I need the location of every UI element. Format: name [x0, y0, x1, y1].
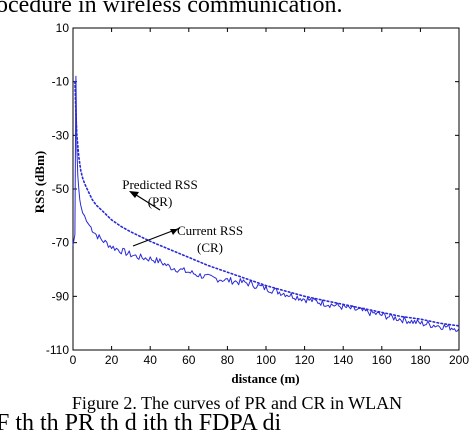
y-tick-label: -90: [52, 289, 70, 303]
x-tick-label: 0: [70, 353, 77, 367]
series-layer: [72, 75, 460, 332]
annotation-arrows: [129, 191, 181, 247]
x-tick-label: 60: [182, 353, 196, 367]
x-tick-label: 40: [144, 353, 158, 367]
cr-annotation: Current RSS (CR): [170, 222, 250, 256]
y-tick-label: -10: [52, 75, 70, 89]
pr-annotation: Predicted RSS (PR): [113, 176, 207, 210]
pr-arrow-head: [129, 191, 139, 198]
y-tick-label: -30: [52, 128, 70, 142]
x-tick-label: 80: [221, 353, 235, 367]
x-tick-label: 140: [333, 353, 353, 367]
x-tick-label: 100: [256, 353, 276, 367]
cr-annotation-line2: (CR): [197, 240, 223, 255]
y-tick-label: -110: [46, 343, 69, 357]
x-tick-label: 160: [372, 353, 392, 367]
x-tick-label: 120: [295, 353, 315, 367]
axis-ticks: 0 20 40 60 80 100 120 140 160 180 200 10 -10 -30 -50 -7…: [46, 21, 469, 367]
y-axis-label: RSS (dBm): [32, 150, 47, 214]
pr-annotation-line1: Predicted RSS: [122, 177, 198, 192]
cr-arrow-head: [170, 229, 178, 235]
rss-line-chart: 0 20 40 60 80 100 120 140 160 180 200 10 -10 -30 -50 -7…: [46, 21, 469, 367]
figure-caption: Figure 2. The curves of PR and CR in WLA…: [71, 393, 403, 413]
pr-annotation-arrow: [132, 192, 161, 211]
paper-body-text-top: ocedure in wireless communication.: [0, 0, 343, 18]
series-line-current-rss: [72, 75, 460, 332]
y-tick-label: -70: [52, 236, 70, 250]
x-tick-label: 200: [449, 353, 469, 367]
x-tick-label: 180: [410, 353, 430, 367]
series-line-predicted-rss: [74, 80, 460, 327]
x-tick-label: 20: [105, 353, 119, 367]
y-tick-label: -50: [52, 182, 70, 196]
pr-annotation-line2: (PR): [147, 194, 173, 209]
y-tick-label: 10: [56, 21, 70, 35]
cr-annotation-line1: Current RSS: [176, 223, 244, 238]
x-axis-label: distance (m): [231, 371, 300, 386]
paper-body-text-bottom: F th th PR th d ith th FDPA di: [0, 410, 282, 436]
